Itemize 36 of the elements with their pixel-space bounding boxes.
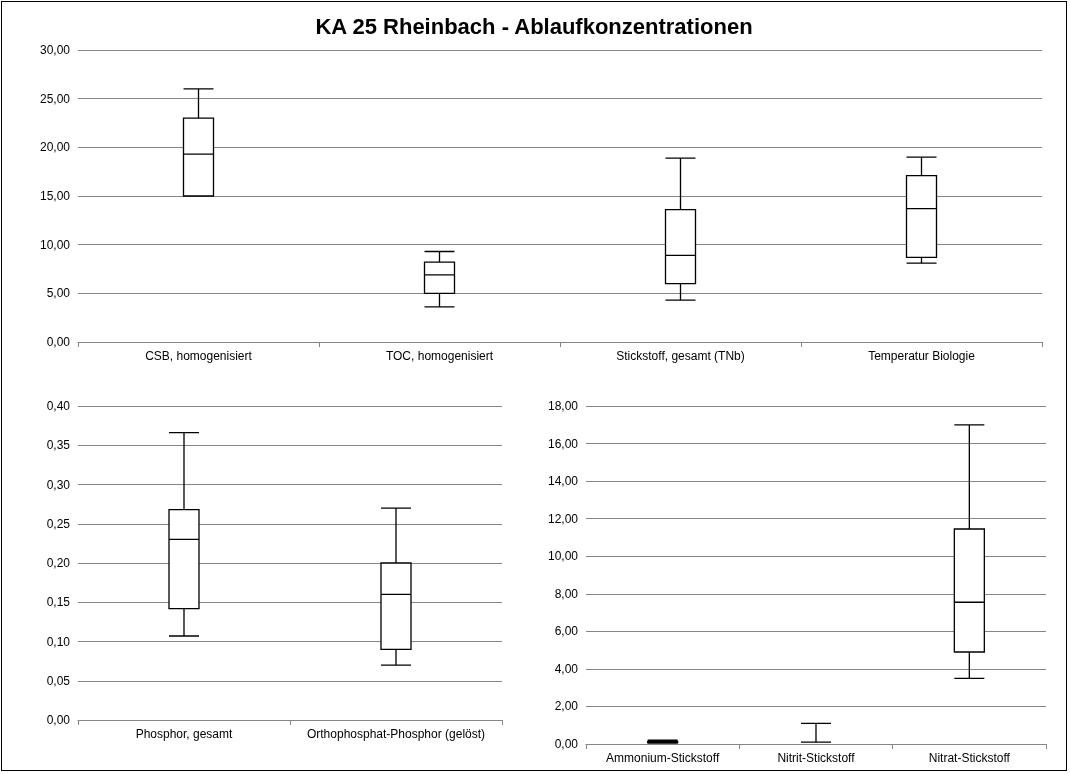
x-tick-label: Orthophosphat-Phosphor (gelöst)	[306, 727, 486, 741]
x-tick-label: CSB, homogenisiert	[145, 349, 253, 363]
y-tick-label: 0,25	[46, 516, 71, 531]
y-tick-label: 12,00	[547, 511, 579, 526]
y-tick-label: 0,40	[46, 399, 71, 413]
y-tick-label: 4,00	[554, 661, 579, 676]
x-tick-label: Temperatur Biologie	[868, 349, 976, 363]
y-tick-label: 0,10	[46, 634, 71, 649]
x-tick-label: Stickstoff, gesamt (TNb)	[616, 349, 745, 363]
y-tick-label: 25,00	[39, 91, 71, 106]
y-tick-label: 18,00	[547, 399, 579, 413]
y-tick-label: 10,00	[39, 237, 71, 252]
y-tick-label: 20,00	[39, 140, 71, 155]
x-tick-label: Nitrit-Stickstoff	[777, 751, 856, 765]
y-tick-label: 6,00	[554, 624, 579, 639]
y-tick-label: 8,00	[554, 586, 579, 601]
y-tick-label: 10,00	[547, 549, 579, 564]
chart-title: KA 25 Rheinbach - Ablaufkonzentrationen	[315, 13, 753, 39]
y-tick-label: 0,20	[46, 556, 71, 570]
y-tick-label: 14,00	[547, 474, 579, 489]
x-tick-label: Phosphor, gesamt	[135, 727, 234, 741]
y-tick-label: 30,00	[39, 43, 71, 57]
y-tick-label: 0,05	[46, 673, 71, 688]
y-tick-label: 5,00	[46, 286, 71, 301]
y-tick-label: 2,00	[554, 699, 579, 714]
y-tick-label: 0,00	[46, 335, 71, 349]
y-tick-label: 0,35	[46, 438, 71, 453]
y-tick-label: 16,00	[547, 436, 579, 451]
y-tick-label: 0,15	[46, 595, 71, 610]
y-tick-label: 15,00	[39, 189, 71, 203]
y-tick-label: 0,30	[46, 477, 71, 492]
y-tick-label: 0,00	[46, 713, 71, 727]
x-tick-label: Ammonium-Stickstoff	[606, 751, 720, 765]
x-tick-label: Nitrat-Stickstoff	[928, 751, 1011, 765]
x-tick-label: TOC, homogenisiert	[385, 349, 494, 363]
y-tick-label: 0,00	[554, 737, 579, 751]
